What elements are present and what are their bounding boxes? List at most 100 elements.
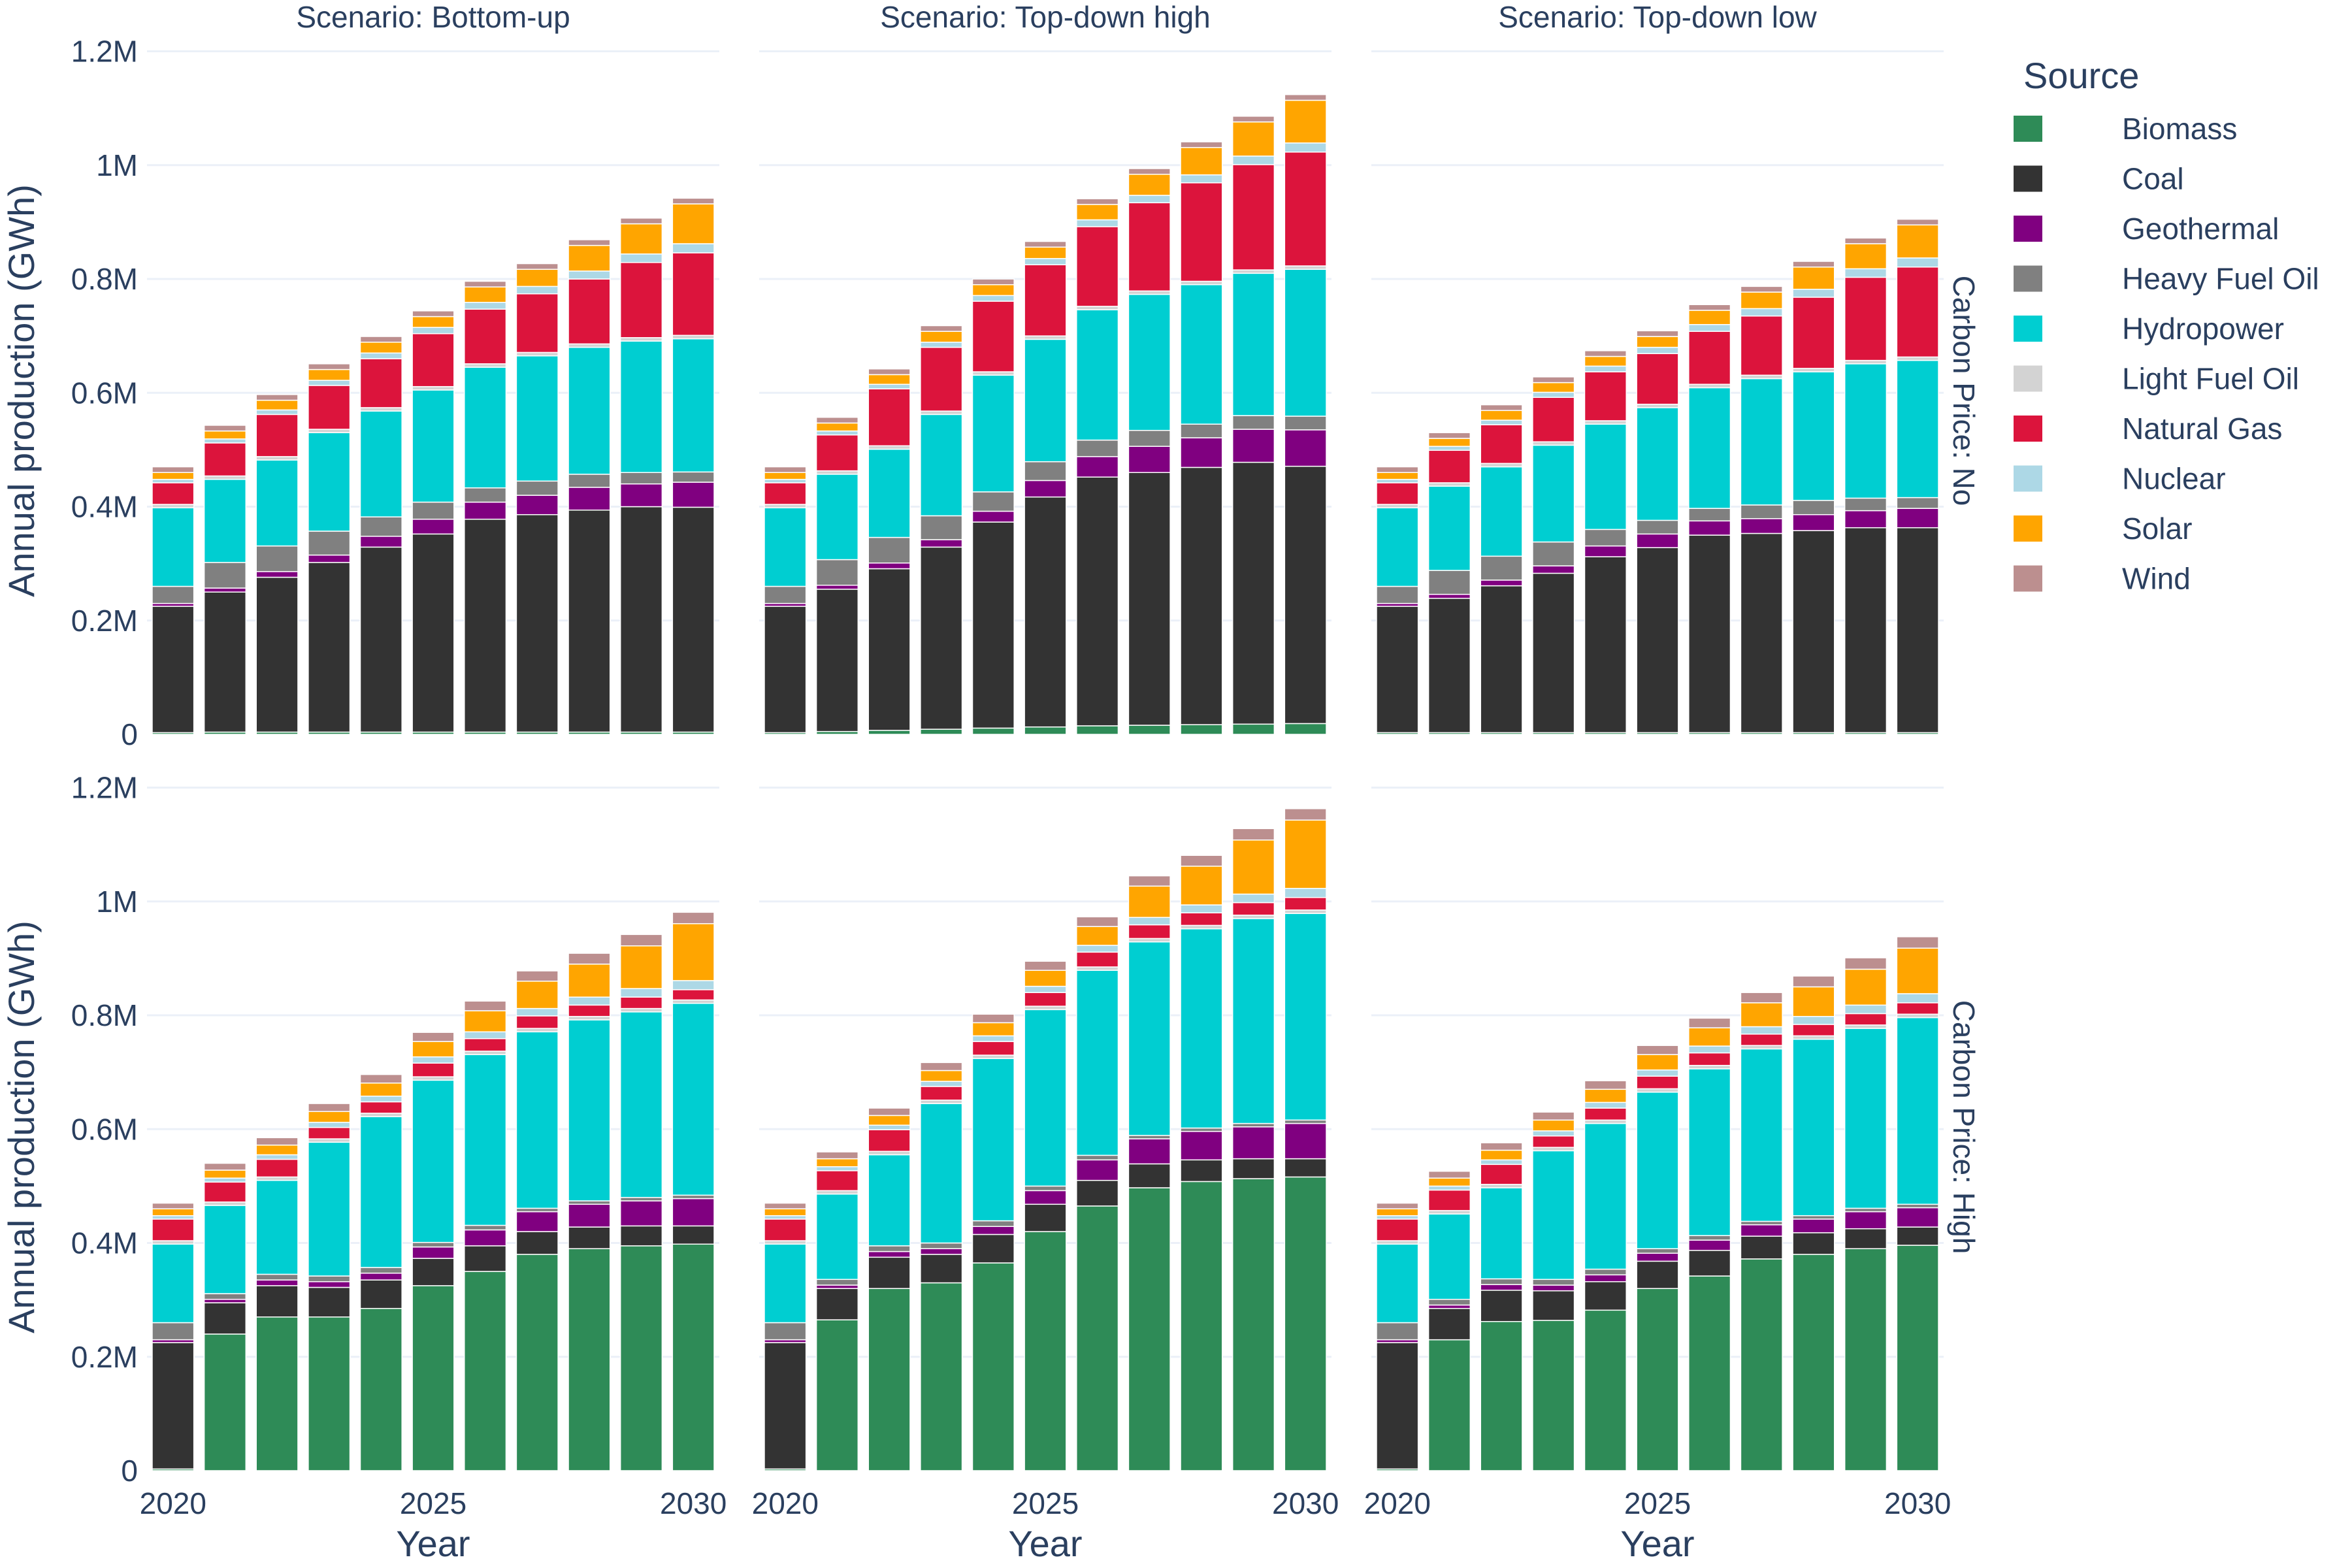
bar-segment-hydropower: [1076, 970, 1119, 1156]
bar-segment-coal: [1480, 1290, 1523, 1322]
bar-segment-light-fuel-oil: [515, 351, 559, 357]
bar-segment-hydropower: [1284, 913, 1327, 1121]
bar-segment-light-fuel-oil: [412, 1076, 455, 1081]
bar-segment-wind: [868, 368, 911, 376]
bar-segment-solar: [972, 1022, 1015, 1037]
bar-segment-hydropower: [1232, 272, 1275, 416]
row-label-1: Carbon Price: High: [1947, 1000, 1981, 1254]
bar-segment-wind: [972, 278, 1015, 286]
bar-segment-wind: [1180, 141, 1223, 148]
bar-segment-solar: [203, 1169, 247, 1179]
legend-title: Source: [2023, 55, 2139, 96]
bar-segment-light-fuel-oil: [619, 337, 663, 342]
legend-label-heavy-fuel-oil: Heavy Fuel Oil: [2122, 262, 2319, 296]
bar-segment-light-fuel-oil: [152, 504, 195, 509]
bar-segment-heavy-fuel-oil: [1792, 1215, 1835, 1220]
bar-segment-light-fuel-oil: [1428, 1210, 1471, 1215]
bar-segment-nuclear: [359, 1096, 402, 1103]
bar-segment-geothermal: [1584, 545, 1627, 557]
bar-segment-hydropower: [1428, 485, 1471, 571]
bar-segment-coal: [255, 576, 299, 733]
bar-segment-solar: [308, 368, 351, 381]
bar-segment-solar: [464, 1010, 507, 1033]
bar-segment-hydropower: [920, 1103, 963, 1244]
bar-segment-coal: [308, 1286, 351, 1318]
x-axis-title-col-2: Year: [1620, 1523, 1694, 1564]
bar-segment-light-fuel-oil: [568, 343, 611, 348]
bar-segment-heavy-fuel-oil: [1636, 1248, 1679, 1254]
bar-segment-coal: [255, 1285, 299, 1318]
bar-segment-geothermal: [868, 563, 911, 570]
bar-segment-solar: [868, 1115, 911, 1126]
bar-segment-light-fuel-oil: [1844, 1024, 1887, 1029]
bar-segment-coal: [672, 1225, 715, 1245]
bar-segment-natural-gas: [868, 388, 911, 447]
bar-segment-wind: [1232, 116, 1275, 123]
bar-segment-light-fuel-oil: [868, 1151, 911, 1156]
bar-segment-light-fuel-oil: [1480, 463, 1523, 468]
bar-segment-natural-gas: [1180, 912, 1223, 926]
bar-segment-geothermal: [972, 1226, 1015, 1235]
bar-segment-nuclear: [1128, 195, 1171, 204]
bar-segment-solar: [1024, 970, 1067, 987]
bar-segment-hydropower: [1896, 1017, 1939, 1205]
bar-segment-natural-gas: [1480, 1164, 1523, 1185]
bar-segment-light-fuel-oil: [1024, 335, 1067, 340]
bar-segment-light-fuel-oil: [1740, 1045, 1783, 1050]
bar-segment-nuclear: [1376, 1215, 1419, 1220]
bar-segment-coal: [1896, 527, 1939, 734]
bar-segment-geothermal: [1428, 1304, 1471, 1309]
bar-segment-nuclear: [1076, 945, 1119, 953]
bar-segment-hydropower: [412, 1079, 455, 1243]
bar-segment-nuclear: [1532, 391, 1575, 398]
bar-segment-coal: [464, 518, 507, 733]
bar-segment-wind: [308, 363, 351, 370]
y-tick-label: 1.2M: [71, 771, 138, 805]
bar-segment-natural-gas: [920, 346, 963, 412]
panel-1-2: 2020 2025 2030: [1364, 787, 1951, 1520]
bar-segment-hydropower: [1128, 293, 1171, 431]
bar-segment-wind: [1284, 808, 1327, 821]
bar-segment-geothermal: [1076, 1159, 1119, 1181]
bar-segment-light-fuel-oil: [515, 1028, 559, 1033]
bar-segment-geothermal: [359, 536, 402, 548]
bar-segment-wind: [920, 1062, 963, 1071]
bar-segment-hydropower: [1180, 928, 1223, 1129]
bar-segment-solar: [1584, 1088, 1627, 1103]
bar-segment-coal: [1584, 1281, 1627, 1311]
bar-segment-heavy-fuel-oil: [412, 1241, 455, 1248]
x-tick-label: 2020: [1364, 1486, 1431, 1520]
bar-segment-geothermal: [672, 482, 715, 508]
legend-label-coal: Coal: [2122, 162, 2184, 196]
bar-segment-coal: [1284, 465, 1327, 725]
bar-segment-solar: [619, 945, 663, 989]
bar-segment-hydropower: [920, 414, 963, 517]
bar-segment-heavy-fuel-oil: [1532, 541, 1575, 566]
bar-segment-coal: [1428, 1307, 1471, 1341]
y-tick-label: 0: [121, 1454, 138, 1488]
bar-segment-natural-gas: [764, 482, 807, 505]
bar-segment-nuclear: [412, 1056, 455, 1064]
bar-segment-coal: [359, 1279, 402, 1309]
bar-segment-natural-gas: [1376, 482, 1419, 505]
bar-segment-biomass: [1024, 1231, 1067, 1471]
y-tick-label: 0: [121, 717, 138, 751]
bar-segment-nuclear: [255, 1154, 299, 1160]
bar-segment-solar: [152, 472, 195, 480]
bar-segment-solar: [672, 203, 715, 244]
y-tick-label: 0.8M: [71, 998, 138, 1032]
bar-segment-solar: [568, 963, 611, 998]
bar-segment-biomass: [1232, 723, 1275, 735]
bar-segment-coal: [1792, 1232, 1835, 1255]
bar-segment-geothermal: [1024, 1190, 1067, 1205]
bar-segment-natural-gas: [1128, 202, 1171, 292]
bar-segment-solar: [1688, 1027, 1731, 1047]
bar-segment-hydropower: [412, 389, 455, 503]
bar-segment-nuclear: [672, 980, 715, 990]
bar-segment-light-fuel-oil: [764, 504, 807, 509]
bar-segment-hydropower: [1532, 1150, 1575, 1281]
bar-segment-nuclear: [1232, 155, 1275, 165]
bar-segment-nuclear: [1532, 1130, 1575, 1137]
bar-segment-geothermal: [868, 1250, 911, 1258]
bar-segment-natural-gas: [308, 385, 351, 430]
